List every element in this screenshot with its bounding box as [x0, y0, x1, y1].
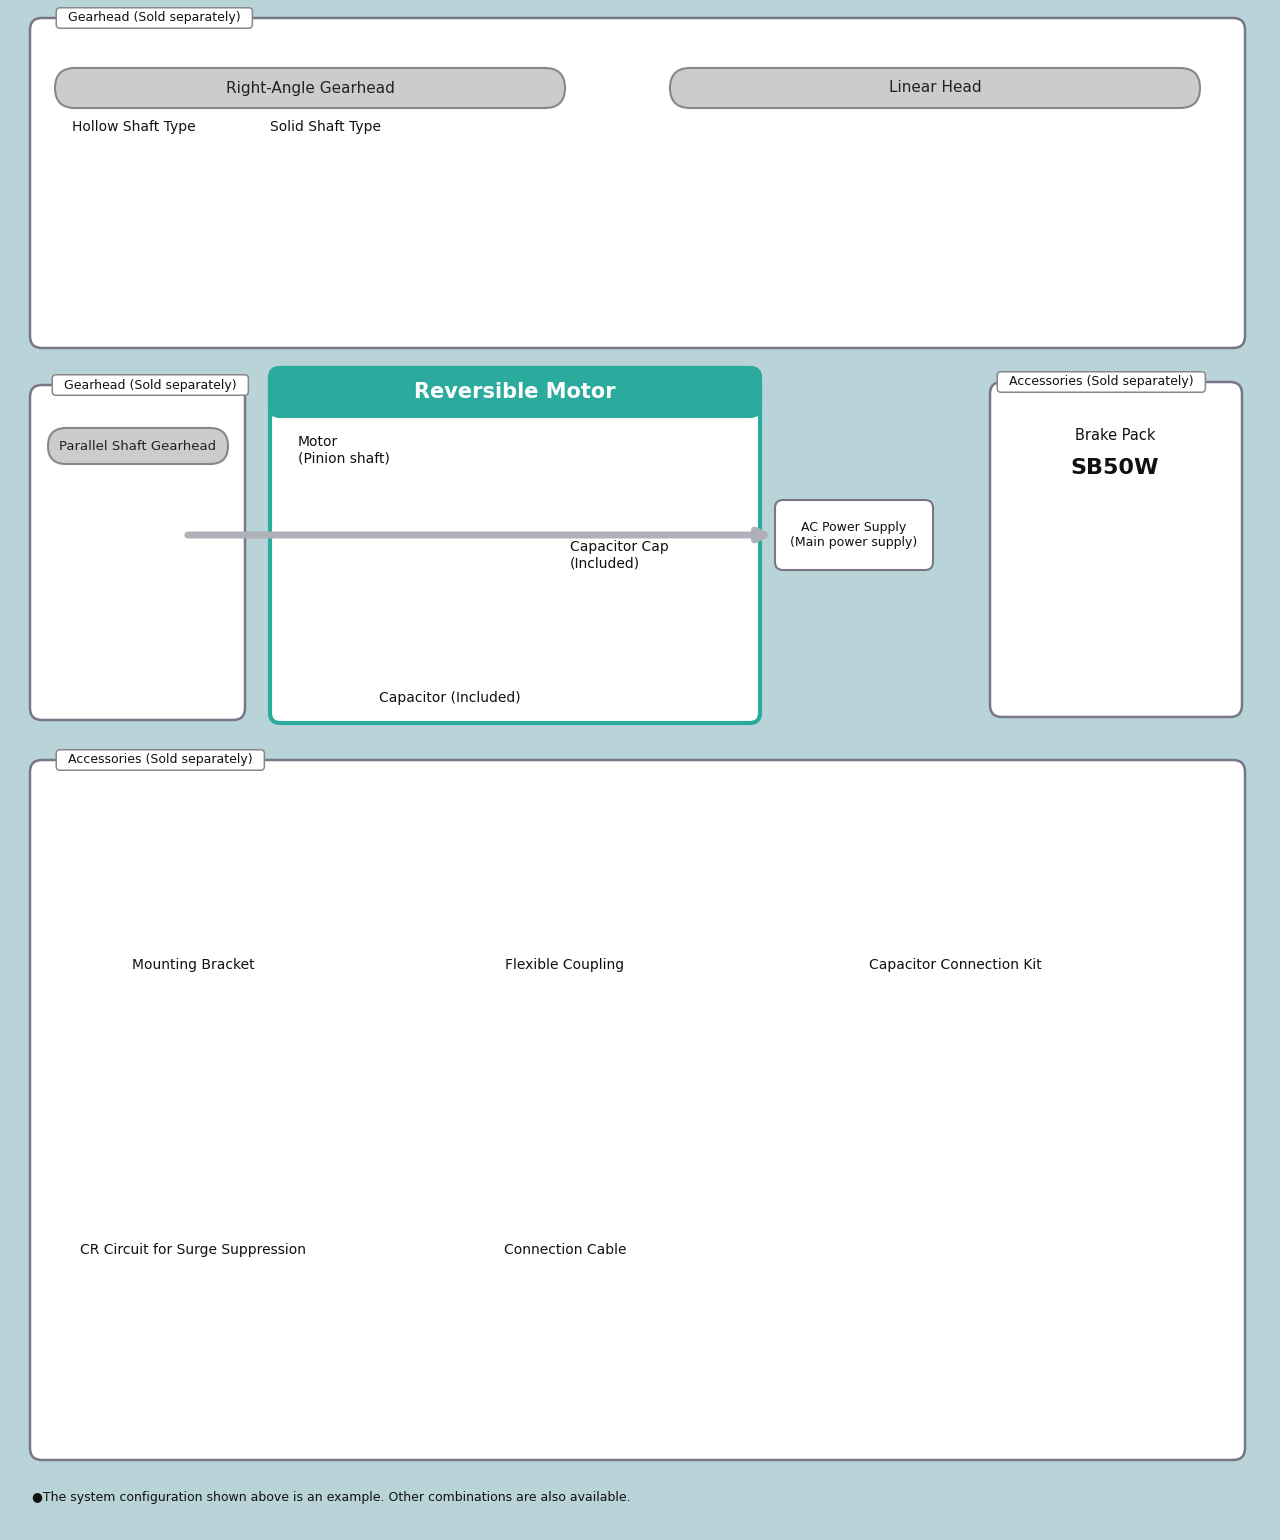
Text: Gearhead (Sold separately): Gearhead (Sold separately)	[60, 11, 248, 25]
FancyBboxPatch shape	[29, 385, 244, 721]
FancyBboxPatch shape	[55, 68, 564, 108]
Text: Reversible Motor: Reversible Motor	[415, 382, 616, 402]
Text: Capacitor (Included): Capacitor (Included)	[379, 691, 521, 705]
FancyBboxPatch shape	[270, 368, 760, 416]
FancyBboxPatch shape	[49, 428, 228, 464]
Text: Gearhead (Sold separately): Gearhead (Sold separately)	[56, 379, 244, 391]
Text: Accessories (Sold separately): Accessories (Sold separately)	[1001, 376, 1202, 388]
Text: ●The system configuration shown above is an example. Other combinations are also: ●The system configuration shown above is…	[32, 1492, 631, 1505]
Text: Accessories (Sold separately): Accessories (Sold separately)	[60, 753, 261, 767]
Text: Mounting Bracket: Mounting Bracket	[132, 958, 255, 972]
Text: Brake Pack: Brake Pack	[1075, 428, 1156, 444]
Text: Connection Cable: Connection Cable	[504, 1243, 626, 1257]
FancyBboxPatch shape	[29, 18, 1245, 348]
Text: AC Power Supply
(Main power supply): AC Power Supply (Main power supply)	[790, 521, 918, 548]
FancyBboxPatch shape	[270, 368, 760, 722]
FancyBboxPatch shape	[669, 68, 1201, 108]
Text: Solid Shaft Type: Solid Shaft Type	[270, 120, 381, 134]
FancyBboxPatch shape	[989, 382, 1242, 718]
Text: Linear Head: Linear Head	[888, 80, 982, 95]
FancyBboxPatch shape	[29, 761, 1245, 1460]
Text: Hollow Shaft Type: Hollow Shaft Type	[72, 120, 196, 134]
Text: Capacitor Cap
(Included): Capacitor Cap (Included)	[570, 541, 668, 570]
Text: Parallel Shaft Gearhead: Parallel Shaft Gearhead	[59, 439, 216, 453]
Text: Motor
(Pinion shaft): Motor (Pinion shaft)	[298, 434, 390, 465]
Text: SB50W: SB50W	[1071, 457, 1160, 477]
Text: Right-Angle Gearhead: Right-Angle Gearhead	[225, 80, 394, 95]
Text: Flexible Coupling: Flexible Coupling	[506, 958, 625, 972]
Text: Capacitor Connection Kit: Capacitor Connection Kit	[869, 958, 1042, 972]
Text: CR Circuit for Surge Suppression: CR Circuit for Surge Suppression	[79, 1243, 306, 1257]
FancyBboxPatch shape	[774, 500, 933, 570]
